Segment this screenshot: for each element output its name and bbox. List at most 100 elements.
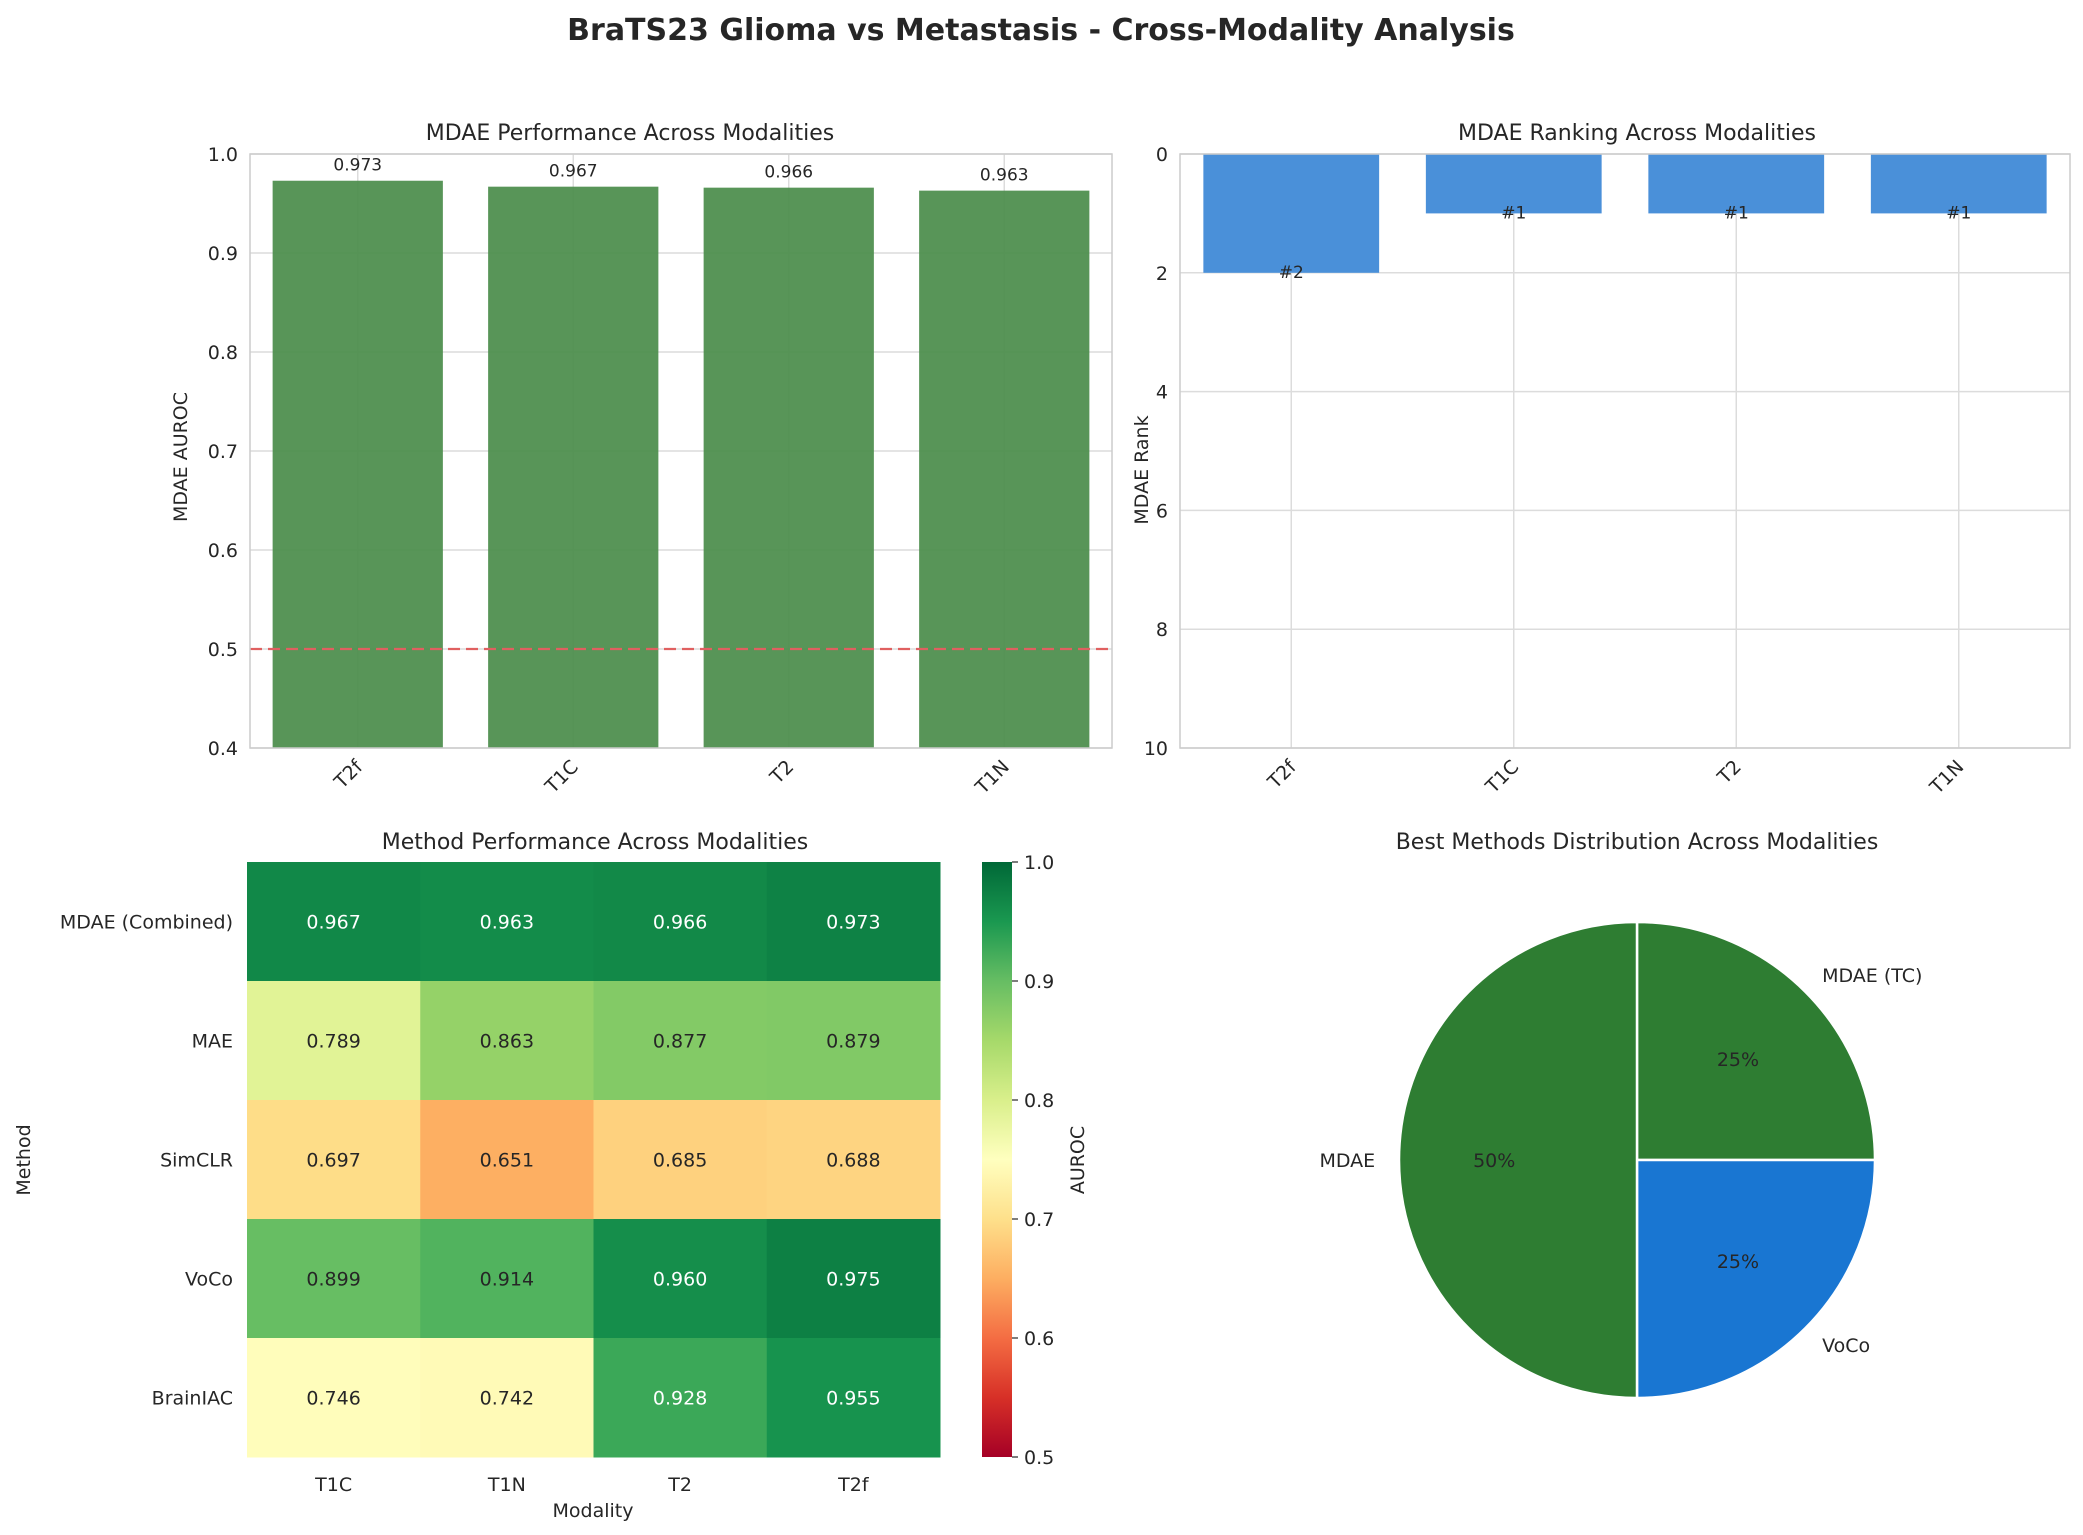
pie-pct-label: 25%	[1717, 1049, 1759, 1071]
performance-x-tick-label: T2	[765, 756, 798, 789]
colorbar	[982, 862, 1012, 1457]
ranking-y-axis-label: MDAE Rank	[1131, 415, 1153, 524]
heatmap-cell	[420, 1219, 594, 1339]
pie-slices	[1397, 920, 1877, 1400]
pie-label: VoCo	[1822, 1335, 1870, 1357]
ranking-data-label: #1	[1724, 203, 1749, 223]
heatmap-y-axis-label: Method	[13, 1124, 35, 1195]
heatmap-cell-label: 0.899	[306, 1269, 360, 1291]
colorbar-tick-label: 0.8	[1024, 1090, 1054, 1112]
heatmap-x-tick-label: T1C	[314, 1474, 352, 1496]
colorbar-label: AUROC	[1067, 1126, 1089, 1194]
ranking-y-tick-label: 4	[1156, 382, 1168, 404]
ranking-data-labels: #2 #1 #1 #1	[1279, 203, 1972, 282]
panel-method-heatmap: Method Performance Across Modalities 0.9…	[13, 830, 1089, 1522]
performance-bar-T1C	[488, 186, 659, 749]
heatmap-x-tick-label: T2	[667, 1474, 692, 1496]
performance-x-tick-label: T1C	[540, 756, 582, 798]
heatmap-cell-label: 0.685	[653, 1150, 707, 1172]
chart-title-ranking: MDAE Ranking Across Modalities	[1458, 121, 1816, 146]
performance-y-tick-label: 0.7	[208, 441, 238, 463]
colorbar-tick-label: 0.7	[1024, 1209, 1054, 1231]
chart-title-performance: MDAE Performance Across Modalities	[426, 121, 834, 146]
heatmap-cell	[247, 1219, 421, 1339]
colorbar-tick-label: 0.6	[1024, 1328, 1054, 1350]
heatmap-cell-label: 0.914	[480, 1269, 534, 1291]
ranking-data-label: #1	[1501, 203, 1526, 223]
heatmap-cell-label: 0.746	[306, 1388, 360, 1410]
performance-data-label: 0.967	[549, 162, 598, 182]
performance-x-tick-label: T2f	[330, 755, 369, 794]
heatmap-cell	[593, 1219, 768, 1339]
heatmap-y-tick-label: BrainIAC	[152, 1388, 233, 1410]
ranking-y-tick-label: 2	[1156, 263, 1168, 285]
performance-y-tick-label: 0.6	[208, 540, 238, 562]
performance-bar-T2f	[272, 180, 443, 749]
heatmap-y-tick-label: MAE	[192, 1031, 233, 1053]
chart-title-pie: Best Methods Distribution Across Modalit…	[1396, 830, 1879, 855]
ranking-data-label: #2	[1279, 263, 1304, 283]
heatmap-cell	[766, 1338, 941, 1458]
ranking-x-tick-label: T2	[1713, 756, 1746, 789]
pie-label: MDAE (TC)	[1822, 965, 1922, 987]
ranking-bar-T2f	[1203, 154, 1380, 273]
heatmap-cell-labels: 0.967 0.963 0.966 0.973 0.789 0.863 0.877 0.879…	[306, 912, 880, 1410]
colorbar-ticks: 0.5 0.6 0.7 0.8 0.9 1.0	[1012, 852, 1054, 1469]
heatmap-cells	[247, 862, 941, 1458]
performance-y-tick-label: 1.0	[208, 144, 238, 166]
ranking-y-tick-label: 8	[1156, 619, 1168, 641]
heatmap-cell-label: 0.967	[306, 912, 360, 934]
performance-y-tick-label: 0.4	[208, 738, 238, 760]
heatmap-cell	[420, 862, 594, 982]
performance-y-tick-label: 0.9	[208, 243, 238, 265]
heatmap-cell-label: 0.877	[653, 1031, 707, 1053]
heatmap-cell	[420, 1338, 594, 1458]
heatmap-cell	[247, 1338, 421, 1458]
performance-y-tick-label: 0.8	[208, 342, 238, 364]
heatmap-cell	[766, 862, 941, 982]
heatmap-cell-label: 0.963	[480, 912, 534, 934]
heatmap-x-tick-label: T2f	[837, 1474, 870, 1496]
figure-title: BraTS23 Glioma vs Metastasis - Cross-Mod…	[567, 13, 1515, 48]
heatmap-cell	[593, 862, 768, 982]
ranking-bar-T1N	[1870, 154, 2047, 214]
chart-title-heatmap: Method Performance Across Modalities	[382, 830, 808, 855]
heatmap-cell	[247, 1100, 421, 1220]
performance-x-ticks: T2f T1C T2 T1N	[330, 755, 1014, 799]
panel-best-methods-pie: Best Methods Distribution Across Modalit…	[1319, 830, 1922, 1400]
heatmap-cell-label: 0.960	[653, 1269, 707, 1291]
ranking-y-tick-label: 10	[1144, 738, 1168, 760]
heatmap-cell	[420, 981, 594, 1101]
heatmap-cell	[593, 1100, 768, 1220]
ranking-x-tick-label: T1N	[1925, 756, 1968, 799]
heatmap-y-tick-label: MDAE (Combined)	[60, 912, 233, 934]
performance-bar-T1N	[919, 190, 1090, 748]
heatmap-cell	[593, 981, 768, 1101]
pie-slice-mdae-tc-	[1635, 920, 1877, 1162]
heatmap-cell-label: 0.879	[826, 1031, 880, 1053]
performance-data-label: 0.966	[764, 163, 813, 183]
ranking-plot-frame	[1179, 153, 2071, 749]
heatmap-y-ticks: MDAE (Combined) MAE SimCLR VoCo BrainIAC	[60, 912, 233, 1410]
heatmap-x-axis-label: Modality	[553, 1500, 634, 1522]
heatmap-cell	[766, 981, 941, 1101]
performance-y-tick-label: 0.5	[208, 639, 238, 661]
heatmap-y-tick-label: VoCo	[185, 1269, 233, 1291]
colorbar-tick-label: 0.9	[1024, 971, 1054, 993]
heatmap-cell-label: 0.973	[826, 912, 880, 934]
performance-plot-frame	[249, 153, 1113, 749]
ranking-bar-T2	[1648, 154, 1825, 214]
ranking-data-label: #1	[1946, 203, 1971, 223]
pie-pct-label: 25%	[1717, 1251, 1759, 1273]
pie-slice-voco	[1635, 1158, 1877, 1400]
heatmap-x-tick-label: T1N	[487, 1474, 526, 1496]
performance-bars	[272, 180, 1090, 749]
heatmap-cell-label: 0.928	[653, 1388, 707, 1410]
heatmap-cell-label: 0.688	[826, 1150, 880, 1172]
panel-mdae-ranking: MDAE Ranking Across Modalities #2#1 #1 #1 …	[1131, 121, 2071, 799]
heatmap-cell	[593, 1338, 768, 1458]
performance-x-tick-label: T1N	[971, 756, 1014, 799]
heatmap-cell-label: 0.742	[480, 1388, 534, 1410]
ranking-bars	[1203, 154, 2047, 273]
